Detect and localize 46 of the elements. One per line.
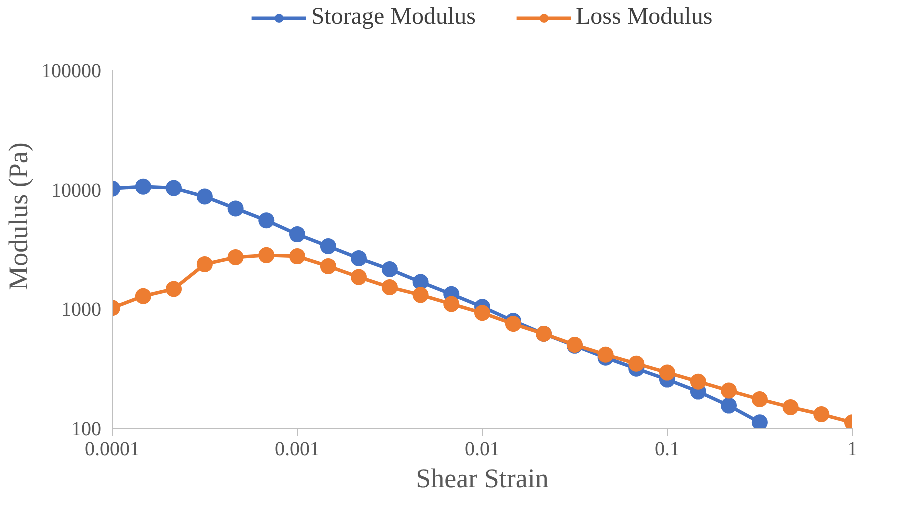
y-tick-label: 1000 — [62, 299, 102, 322]
point — [752, 392, 768, 408]
point — [320, 258, 336, 274]
x-tick-label: 0.1 — [655, 438, 680, 460]
y-tick-label: 100000 — [42, 60, 102, 82]
point — [290, 248, 306, 265]
point — [628, 356, 645, 372]
x-tick-label: 0.01 — [465, 438, 500, 460]
point — [598, 346, 614, 363]
point — [382, 262, 398, 278]
point — [135, 178, 152, 195]
point — [382, 279, 398, 296]
point — [412, 274, 429, 290]
point — [444, 296, 460, 312]
point — [258, 247, 275, 264]
point — [320, 238, 336, 254]
point — [660, 364, 676, 381]
y-axis-title: Modulus (Pa) — [4, 142, 34, 290]
x-axis-title: Shear Strain — [416, 464, 550, 494]
legend-label: Storage Modulus — [311, 4, 476, 31]
point — [258, 212, 275, 229]
point — [752, 414, 768, 428]
point — [412, 287, 429, 304]
point — [166, 281, 182, 298]
x-tick-label: 0.001 — [275, 438, 320, 460]
point — [228, 200, 244, 217]
point — [814, 406, 830, 422]
point — [351, 269, 367, 286]
point — [351, 250, 367, 266]
point — [290, 226, 306, 243]
y-tick-label: 100 — [72, 418, 102, 440]
legend-label: Loss Modulus — [576, 4, 713, 31]
point — [196, 256, 213, 272]
x-tick-label: 1 — [848, 438, 858, 460]
point — [135, 288, 152, 304]
point — [690, 374, 706, 390]
point — [782, 400, 799, 416]
point — [166, 180, 182, 196]
x-tick-label: 0.0001 — [85, 438, 140, 460]
y-tick-label: 10000 — [52, 180, 102, 202]
point — [721, 398, 737, 414]
point — [721, 382, 737, 399]
point — [196, 188, 213, 205]
point — [228, 250, 244, 266]
point — [505, 316, 522, 332]
point — [474, 305, 490, 322]
